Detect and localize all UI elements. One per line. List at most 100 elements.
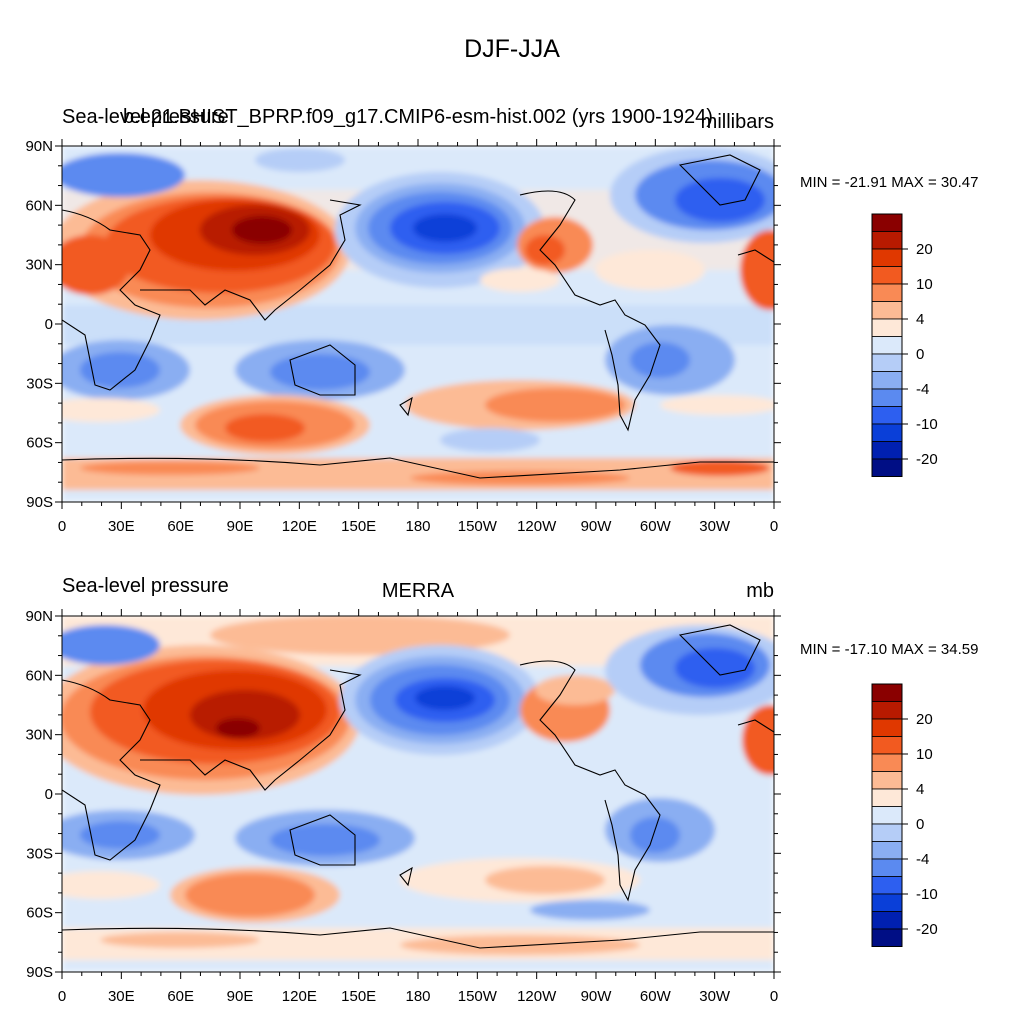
colorbar-swatch: [871, 928, 903, 947]
colorbar-label: -20: [916, 921, 938, 938]
lon-tick-label: 150W: [458, 518, 498, 535]
colorbar-label: 0: [916, 816, 924, 833]
lon-tick-label: 30W: [699, 518, 731, 535]
colorbar-swatch: [871, 231, 903, 250]
colorbar-label: -4: [916, 381, 929, 398]
colorbar-swatch: [871, 736, 903, 755]
lon-tick-label: 120W: [517, 988, 557, 1005]
colorbar-swatch: [871, 248, 903, 267]
lat-tick-label: 60S: [26, 435, 53, 452]
lon-tick-label: 60W: [640, 518, 672, 535]
lat-tick-label: 60N: [25, 197, 53, 214]
colorbar-swatch: [871, 876, 903, 895]
lat-tick-label: 60N: [25, 667, 53, 684]
colorbar-swatch: [871, 753, 903, 772]
colorbar-swatch: [871, 336, 903, 355]
panel-reanalysis: Sea-level pressure MERRA mb: [61, 575, 978, 973]
panel-model: Sea-level pressure b.e21.BHIST_BPRP.f09_…: [61, 106, 978, 503]
panel-left-label: Sea-level pressure: [62, 575, 229, 597]
panel-left-label: Sea-level pressure: [62, 106, 229, 128]
colorbar-swatch: [871, 423, 903, 442]
lon-tick-label: 150E: [341, 518, 376, 535]
figure-title: DJF-JJA: [464, 35, 560, 63]
lon-tick-label: 90W: [581, 988, 613, 1005]
colorbar-swatch: [871, 371, 903, 390]
lon-tick-label: 90E: [227, 518, 254, 535]
lat-tick-label: 0: [45, 316, 53, 333]
lat-tick-label: 90S: [26, 964, 53, 981]
colorbar-swatch: [871, 213, 903, 232]
colorbar-label: -10: [916, 416, 938, 433]
lat-tick-label: 60S: [26, 905, 53, 922]
colorbar-swatch: [871, 806, 903, 825]
minmax-stats: MIN = -17.10 MAX = 34.59: [800, 641, 978, 658]
colorbar-swatch: [871, 266, 903, 285]
lon-tick-label: 60E: [167, 988, 194, 1005]
colorbar-swatch: [871, 701, 903, 720]
colorbar-swatch: [871, 911, 903, 930]
lat-tick-label: 30S: [26, 845, 53, 862]
colorbar-label: 20: [916, 241, 933, 258]
lon-tick-label: 60E: [167, 518, 194, 535]
colorbar-frame: [871, 683, 903, 947]
lon-tick-label: 0: [770, 988, 778, 1005]
colorbar-label: 4: [916, 311, 924, 328]
lon-tick-label: 90E: [227, 988, 254, 1005]
colorbar-label: 10: [916, 276, 933, 293]
lon-tick-label: 30E: [108, 518, 135, 535]
lat-tick-label: 90N: [25, 138, 53, 155]
panel-units-label: mb: [746, 580, 774, 602]
colorbar-swatch: [871, 406, 903, 425]
lon-tick-label: 180: [405, 518, 430, 535]
lon-tick-label: 0: [58, 988, 66, 1005]
colorbar-swatch: [871, 841, 903, 860]
colorbar-label: -10: [916, 886, 938, 903]
lon-tick-label: 120W: [517, 518, 557, 535]
colorbar-swatch: [871, 301, 903, 320]
panel-center-label: MERRA: [382, 580, 455, 602]
lat-tick-label: 0: [45, 786, 53, 803]
colorbar-swatch: [871, 458, 903, 477]
colorbar-label: 20: [916, 711, 933, 728]
lon-tick-label: 150E: [341, 988, 376, 1005]
panel-center-label: b.e21.BHIST_BPRP.f09_g17.CMIP6-esm-hist.…: [123, 106, 713, 128]
lon-tick-label: 30W: [699, 988, 731, 1005]
colorbar-swatch: [871, 318, 903, 337]
lon-tick-label: 120E: [282, 518, 317, 535]
lat-tick-label: 30S: [26, 375, 53, 392]
colorbar-swatch: [871, 788, 903, 807]
lat-tick-label: 90S: [26, 494, 53, 511]
lon-tick-label: 120E: [282, 988, 317, 1005]
colorbar-swatch: [871, 718, 903, 737]
colorbar-swatch: [871, 388, 903, 407]
colorbar-swatch: [871, 353, 903, 372]
lat-tick-label: 30N: [25, 727, 53, 744]
lon-tick-label: 150W: [458, 988, 498, 1005]
lat-tick-label: 30N: [25, 257, 53, 274]
colorbar-label: 4: [916, 781, 924, 798]
lat-tick-label: 90N: [25, 608, 53, 625]
lon-tick-label: 60W: [640, 988, 672, 1005]
minmax-stats: MIN = -21.91 MAX = 30.47: [800, 174, 978, 191]
colorbar-label: -4: [916, 851, 929, 868]
colorbar-swatch: [871, 441, 903, 460]
map-plot: [62, 146, 774, 502]
colorbar-swatch: [871, 771, 903, 790]
panel-units-label: millibars: [701, 111, 774, 133]
lon-tick-label: 0: [770, 518, 778, 535]
colorbar-swatch: [871, 283, 903, 302]
lon-tick-label: 30E: [108, 988, 135, 1005]
colorbar-label: 0: [916, 346, 924, 363]
colorbar-swatch: [871, 858, 903, 877]
map-plot: [62, 616, 774, 972]
colorbar-swatch: [871, 893, 903, 912]
lon-tick-label: 90W: [581, 518, 613, 535]
lon-tick-label: 0: [58, 518, 66, 535]
colorbar-frame: [871, 213, 903, 477]
lon-tick-label: 180: [405, 988, 430, 1005]
colorbar-swatch: [871, 823, 903, 842]
colorbar-label: 10: [916, 746, 933, 763]
colorbar-label: -20: [916, 451, 938, 468]
colorbar-swatch: [871, 683, 903, 702]
